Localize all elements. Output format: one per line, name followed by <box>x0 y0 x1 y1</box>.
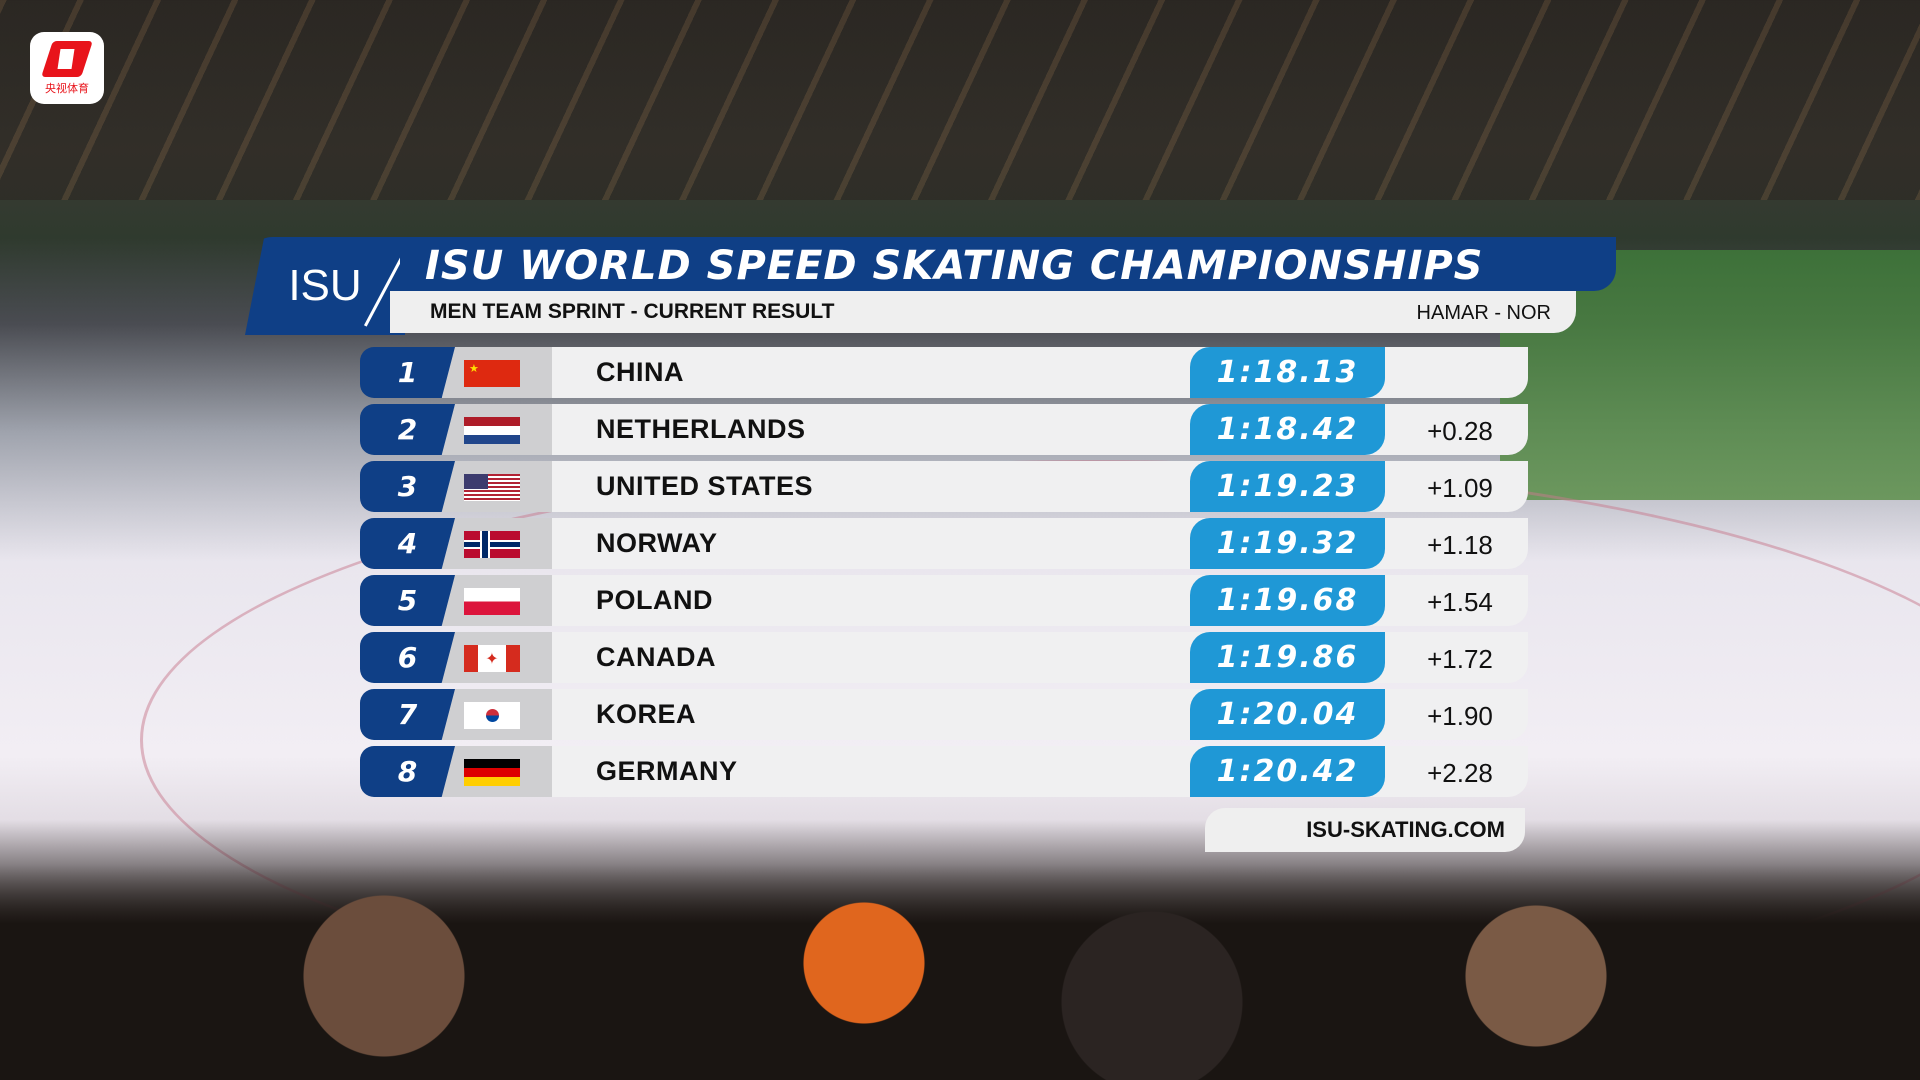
usa-flag-icon <box>464 474 520 501</box>
result-row: 6 ✦ CANADA 1:19.86 +1.72 <box>360 632 1528 683</box>
rank-badge: 1 <box>360 347 455 398</box>
rank-badge: 8 <box>360 746 455 797</box>
country-name: CANADA <box>596 642 716 672</box>
time-gap: +1.90 <box>1427 701 1493 731</box>
rank-badge: 6 <box>360 632 455 683</box>
netherlands-flag-icon <box>464 417 520 444</box>
country-name: NETHERLANDS <box>596 414 806 444</box>
rank-badge: 7 <box>360 689 455 740</box>
title-bar: ISU WORLD SPEED SKATING CHAMPIONSHIPS <box>400 237 1616 291</box>
rank-badge: 2 <box>360 404 455 455</box>
china-flag-icon: ★ <box>464 360 520 387</box>
country-name: CHINA <box>596 357 684 387</box>
finish-time: 1:18.42 <box>1190 404 1385 455</box>
time-gap: +0.28 <box>1427 416 1493 446</box>
canada-flag-icon: ✦ <box>464 645 520 672</box>
subtitle-bar: MEN TEAM SPRINT - CURRENT RESULT HAMAR -… <box>390 291 1576 333</box>
isu-logo: ISU <box>245 237 405 335</box>
country-name: UNITED STATES <box>596 471 814 501</box>
poland-flag-icon <box>464 588 520 615</box>
korea-flag-icon <box>464 702 520 729</box>
arena-roof <box>0 0 1920 200</box>
broadcaster-label: 央视体育 <box>45 81 89 95</box>
finish-time: 1:19.23 <box>1190 461 1385 512</box>
race-subtitle: MEN TEAM SPRINT - CURRENT RESULT <box>430 300 835 323</box>
country-name: GERMANY <box>596 756 738 786</box>
time-gap: +2.28 <box>1427 758 1493 788</box>
result-row: 2 NETHERLANDS 1:18.42 +0.28 <box>360 404 1528 455</box>
finish-time: 1:18.13 <box>1190 347 1385 398</box>
result-row: 1 ★ CHINA 1:18.13 <box>360 347 1528 398</box>
result-row: 8 GERMANY 1:20.42 +2.28 <box>360 746 1528 797</box>
website-footer: ISU-SKATING.COM <box>1205 808 1525 852</box>
event-title: ISU WORLD SPEED SKATING CHAMPIONSHIPS <box>425 243 1484 289</box>
result-row: 4 NORWAY 1:19.32 +1.18 <box>360 518 1528 569</box>
time-gap: +1.72 <box>1427 644 1493 674</box>
isu-logo-text: ISU <box>288 261 362 310</box>
norway-flag-icon <box>464 531 520 558</box>
country-name: POLAND <box>596 585 713 615</box>
germany-flag-icon <box>464 759 520 786</box>
result-row: 3 UNITED STATES 1:19.23 +1.09 <box>360 461 1528 512</box>
location: HAMAR - NOR <box>1416 302 1551 324</box>
rank-badge: 3 <box>360 461 455 512</box>
spectators <box>0 820 1920 1080</box>
finish-time: 1:20.04 <box>1190 689 1385 740</box>
time-gap: +1.09 <box>1427 473 1493 503</box>
finish-time: 1:20.42 <box>1190 746 1385 797</box>
time-gap: +1.18 <box>1427 530 1493 560</box>
finish-time: 1:19.86 <box>1190 632 1385 683</box>
result-row: 5 POLAND 1:19.68 +1.54 <box>360 575 1528 626</box>
finish-time: 1:19.68 <box>1190 575 1385 626</box>
finish-time: 1:19.32 <box>1190 518 1385 569</box>
cctv-sports-logo: 央视体育 <box>30 32 104 104</box>
country-name: KOREA <box>596 699 697 729</box>
rank-badge: 4 <box>360 518 455 569</box>
result-row: 7 KOREA 1:20.04 +1.90 <box>360 689 1528 740</box>
cctv-logo-icon <box>41 40 93 77</box>
country-name: NORWAY <box>596 528 718 558</box>
time-gap: +1.54 <box>1427 587 1493 617</box>
rank-badge: 5 <box>360 575 455 626</box>
